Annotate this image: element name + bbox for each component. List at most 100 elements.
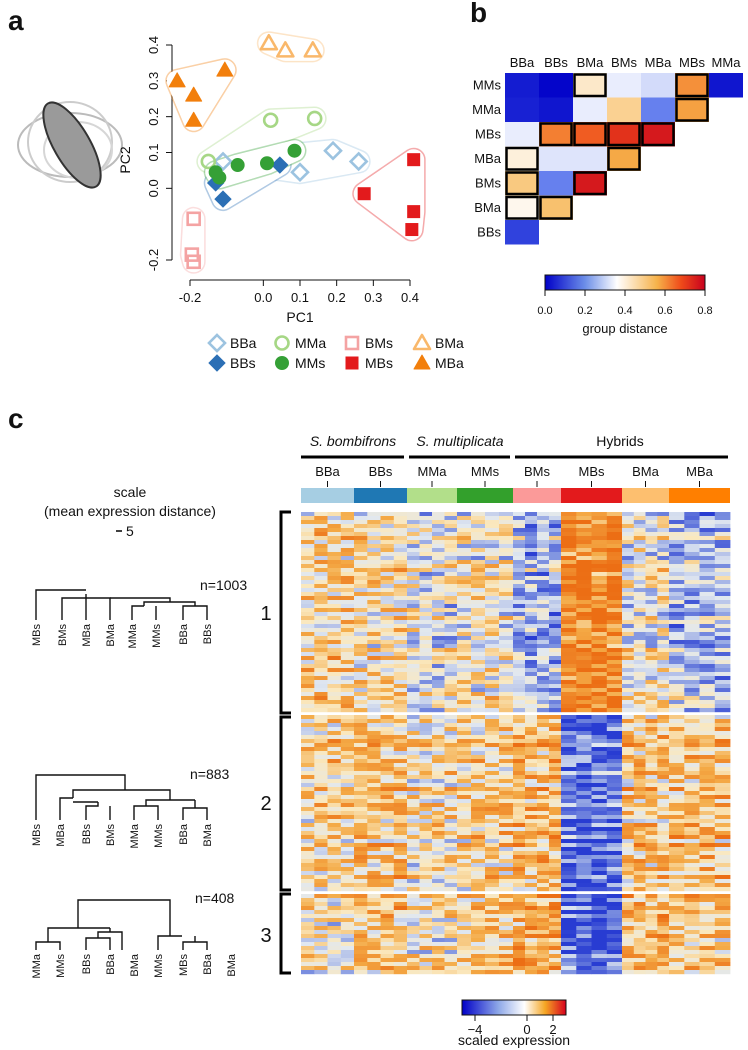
heatmap-cell [513, 863, 526, 868]
heatmap-cell [407, 628, 420, 633]
group-color-BBs [354, 488, 407, 503]
heatmap-cell [513, 608, 526, 613]
distance-colorbar-title: group distance [582, 321, 667, 336]
heatmap-cell [419, 604, 433, 609]
heatmap-cell [380, 644, 395, 649]
heatmap-cell [714, 759, 731, 764]
heatmap-cell [657, 930, 670, 935]
heatmap-cell [549, 636, 562, 641]
heatmap-cell [714, 644, 731, 649]
heatmap-cell [314, 807, 328, 812]
heatmap-cell [591, 887, 608, 892]
heatmap-cell [327, 684, 342, 689]
heatmap-cell [699, 871, 716, 876]
heatmap-cell [622, 664, 635, 669]
heatmap-cell [380, 600, 395, 605]
heatmap-cell [657, 938, 670, 943]
heatmap-cell [561, 743, 577, 748]
heatmap-cell [537, 596, 550, 601]
heatmap-cell [327, 759, 342, 764]
heatmap-cell [657, 942, 670, 947]
dendrogram-leaf-label: BBa [105, 953, 117, 975]
heatmap-cell [537, 918, 550, 923]
heatmap-cell [606, 950, 623, 955]
heatmap-cell [549, 592, 562, 597]
heatmap-cell [367, 620, 381, 625]
heatmap-cell [327, 851, 342, 856]
heatmap-cell [513, 544, 526, 549]
heatmap-cell [471, 512, 486, 517]
heatmap-cell [622, 592, 635, 597]
heatmap-cell [714, 887, 731, 892]
heatmap-cell [419, 612, 433, 617]
heatmap-cell [380, 580, 395, 585]
heatmap-cell [380, 708, 395, 713]
heatmap-cell [657, 851, 670, 856]
heatmap-cell [407, 771, 420, 776]
heatmap-cell [645, 731, 658, 736]
heatmap-cell [645, 823, 658, 828]
heatmap-cell [340, 775, 355, 780]
heatmap-cell [699, 775, 716, 780]
heatmap-cell [633, 819, 646, 824]
heatmap-cell [471, 536, 486, 541]
heatmap-cell [419, 644, 433, 649]
heatmap-cell [471, 680, 486, 685]
heatmap-cell [633, 787, 646, 792]
distance-highlight [505, 171, 539, 196]
heatmap-cell [301, 934, 315, 939]
heatmap-cell [393, 767, 408, 772]
heatmap-cell [354, 608, 368, 613]
heatmap-cell [393, 580, 408, 585]
heatmap-cell [432, 672, 445, 677]
heatmap-cell [699, 568, 716, 573]
heatmap-cell [432, 894, 445, 899]
heatmap-cell [314, 926, 328, 931]
heatmap-cell [537, 612, 550, 617]
heatmap-cell [699, 620, 716, 625]
heatmap-cell [499, 644, 514, 649]
heatmap-cell [485, 954, 500, 959]
heatmap-cell [340, 966, 355, 971]
heatmap-cell [419, 966, 433, 971]
heatmap-cell [367, 827, 381, 832]
heatmap-cell [393, 540, 408, 545]
heatmap-cell [633, 727, 646, 732]
heatmap-cell [340, 823, 355, 828]
heatmap-cell [606, 596, 623, 601]
heatmap-cell [457, 512, 472, 517]
heatmap-cell [444, 938, 458, 943]
heatmap-cell [525, 719, 538, 724]
heatmap-cell [591, 831, 608, 836]
heatmap-cell [354, 938, 368, 943]
heatmap-cell [669, 540, 685, 545]
heatmap-cell [407, 688, 420, 693]
heatmap-cell [576, 827, 592, 832]
heatmap-cell [327, 807, 342, 812]
heatmap-cell [633, 604, 646, 609]
heatmap-cell [576, 676, 592, 681]
heatmap-cell [714, 867, 731, 872]
heatmap-cell [633, 763, 646, 768]
heatmap-cell [549, 879, 562, 884]
heatmap-cell [432, 556, 445, 561]
heatmap-cell [367, 648, 381, 653]
heatmap-cell [314, 640, 328, 645]
heatmap-cell [591, 715, 608, 720]
heatmap-cell [699, 962, 716, 967]
heatmap-cell [354, 747, 368, 752]
heatmap-cell [471, 835, 486, 840]
heatmap-cell [714, 906, 731, 911]
heatmap-cell [301, 819, 315, 824]
heatmap-cell [327, 795, 342, 800]
heatmap-cell [633, 652, 646, 657]
heatmap-cell [380, 731, 395, 736]
heatmap-cell [499, 751, 514, 756]
heatmap-cell [327, 815, 342, 820]
heatmap-cell [645, 747, 658, 752]
heatmap-cell [576, 584, 592, 589]
heatmap-cell [393, 727, 408, 732]
heatmap-cell [444, 680, 458, 685]
heatmap-cell [684, 775, 700, 780]
heatmap-cell [393, 787, 408, 792]
